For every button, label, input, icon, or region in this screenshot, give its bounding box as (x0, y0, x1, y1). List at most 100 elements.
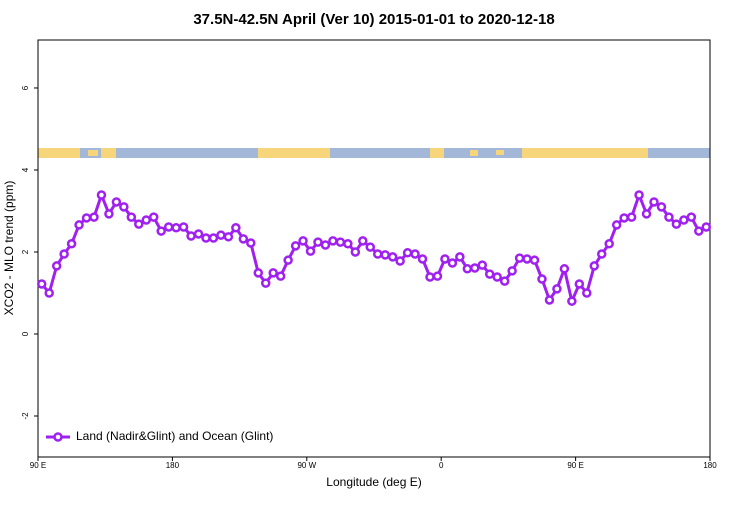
data-point (89, 212, 99, 222)
data-point (156, 226, 166, 236)
data-point (350, 247, 361, 257)
y-tick-label: -2 (21, 412, 30, 420)
data-point (246, 238, 256, 248)
data-point (596, 249, 607, 259)
data-point (141, 215, 152, 225)
y-tick-label: 0 (21, 331, 30, 336)
data-point (223, 232, 234, 242)
data-point (522, 254, 532, 264)
data-point (208, 233, 219, 243)
legend-label: Land (Nadir&Glint) and Ocean (Glint) (76, 429, 273, 443)
data-point (604, 239, 614, 249)
x-tick-label: 180 (166, 461, 180, 470)
data-point (432, 271, 443, 281)
data-point (492, 272, 502, 282)
land-strip (88, 150, 98, 156)
data-point (44, 288, 54, 298)
data-point (74, 220, 84, 230)
data-point (358, 236, 368, 246)
data-point (499, 276, 510, 286)
data-point (649, 197, 659, 207)
data-point (589, 261, 600, 271)
data-point (126, 212, 137, 222)
x-tick-label: 90 E (30, 461, 46, 470)
x-tick-label: 90 W (297, 461, 316, 470)
data-point (447, 258, 458, 268)
data-point (163, 222, 174, 232)
data-point (395, 256, 405, 266)
data-point (470, 263, 480, 273)
data-point (559, 264, 570, 274)
x-tick-label: 90 E (567, 461, 583, 470)
data-point (611, 220, 622, 230)
data-point (582, 288, 592, 298)
data-point (253, 268, 264, 278)
data-point (51, 261, 62, 271)
x-tick-label: 0 (439, 461, 444, 470)
data-point (552, 284, 562, 294)
data-point (455, 252, 465, 262)
land-strip (470, 150, 478, 156)
data-point (328, 236, 338, 246)
data-point (148, 212, 159, 222)
data-point (238, 234, 249, 244)
data-point (679, 215, 689, 225)
plot-frame (37, 39, 711, 458)
data-point (410, 249, 420, 259)
data-point (171, 223, 181, 233)
data-point (320, 240, 331, 250)
data-point (111, 197, 122, 207)
data-point (507, 266, 517, 276)
x-axis-label: Longitude (deg E) (326, 475, 421, 489)
data-point (365, 242, 376, 252)
data-point (134, 219, 144, 229)
land-strip (496, 150, 504, 155)
data-point (119, 202, 129, 212)
data-point (656, 202, 667, 212)
data-point (619, 213, 629, 223)
data-point (402, 248, 413, 258)
data-point (335, 237, 346, 247)
data-point (283, 255, 293, 265)
data-point (462, 264, 473, 274)
data-point (260, 278, 271, 288)
data-point (417, 254, 428, 264)
land-strip (38, 148, 80, 158)
data-point (372, 249, 383, 259)
data-point (268, 268, 278, 278)
data-point (66, 239, 77, 249)
data-point (537, 274, 547, 284)
y-tick-label: 4 (21, 167, 30, 172)
data-point (96, 190, 107, 200)
legend-marker (53, 432, 63, 442)
y-tick-label: 6 (21, 85, 30, 90)
data-point (701, 222, 712, 232)
data-point (626, 212, 637, 222)
data-point (305, 246, 316, 256)
land-strip (430, 148, 444, 158)
data-point (298, 236, 308, 246)
data-point (178, 222, 189, 232)
ocean-strip (38, 148, 710, 158)
data-point (544, 295, 555, 305)
data-point (686, 212, 697, 222)
land-ocean-band (38, 148, 710, 158)
data-point (694, 226, 704, 236)
data-point (81, 213, 92, 223)
data-point (641, 209, 652, 219)
land-strip (522, 148, 648, 158)
data-point (380, 250, 390, 260)
data-point (664, 212, 674, 222)
data-point (104, 209, 114, 219)
data-point (201, 233, 211, 243)
data-point (59, 249, 69, 259)
data-point (477, 260, 488, 270)
data-point (529, 255, 540, 265)
land-strip (101, 148, 116, 158)
data-point (425, 272, 435, 282)
data-point (275, 271, 286, 281)
data-point (290, 241, 301, 251)
data-point (193, 229, 204, 239)
data-point (36, 279, 47, 289)
